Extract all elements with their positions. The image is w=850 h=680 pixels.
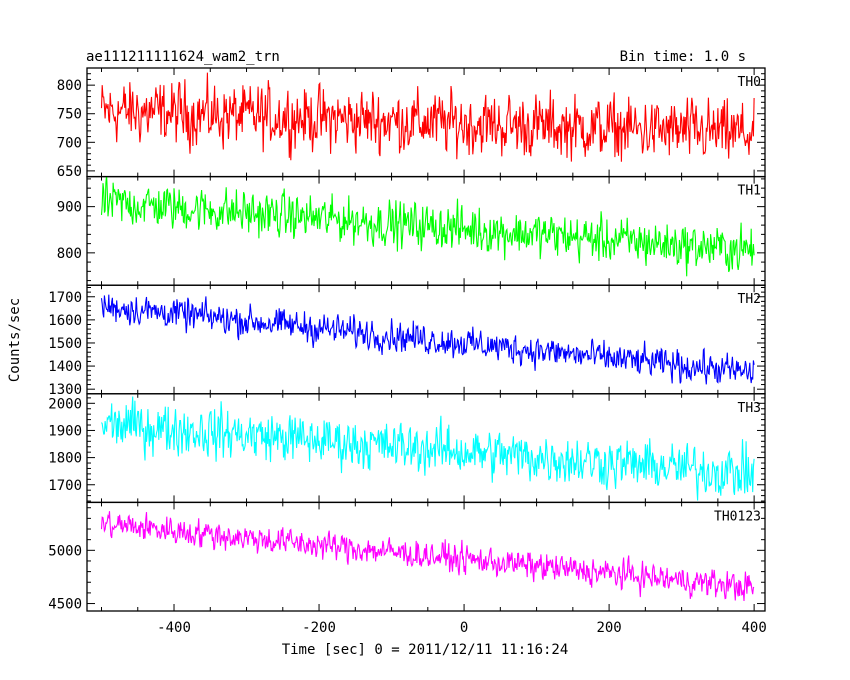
panel-th1: 800 900 TH1 (57, 175, 766, 286)
bin-time-label: Bin time: 1.0 s (620, 49, 746, 65)
series-line-th1 (100, 176, 755, 277)
x-tick-label: 0 (460, 620, 468, 636)
y-tick-label: 1500 (48, 336, 82, 352)
y-tick-label: 800 (57, 78, 82, 94)
y-axis-label: Counts/sec (7, 298, 23, 382)
series-line-th0123 (100, 511, 755, 602)
series-line-th0 (100, 72, 755, 162)
y-tick-label: 2000 (48, 396, 82, 412)
panel-label: TH2 (738, 292, 761, 307)
panel-frame (86, 501, 766, 612)
panel-th0123: 4500 5000 TH0123 (48, 501, 766, 613)
y-tick-label: 1400 (48, 359, 82, 375)
y-tick-label: 700 (57, 135, 82, 151)
y-tick-label: 1800 (48, 451, 82, 467)
y-tick-label: 1900 (48, 423, 82, 439)
y-tick-label: 1600 (48, 313, 82, 329)
y-tick-label: 900 (57, 200, 82, 216)
x-tick-label: -400 (157, 620, 191, 636)
x-axis-label: Time [sec] 0 = 2011/12/11 11:16:24 (282, 642, 569, 658)
y-tick-label: 750 (57, 107, 82, 123)
y-tick-label: 1300 (48, 382, 82, 398)
panel-label: TH1 (738, 184, 761, 199)
y-tick-label: 4500 (48, 597, 82, 613)
panel-label: TH0123 (714, 509, 761, 524)
series-line-th3 (101, 396, 755, 501)
series-line-th2 (100, 294, 755, 385)
chart-title: ae111211111624_wam2_trn (86, 49, 280, 65)
y-tick-label: 1700 (48, 478, 82, 494)
y-tick-label: 1700 (48, 290, 82, 306)
panel-th3: 1700 1800 1900 2000 TH3 (48, 393, 766, 504)
panel-label: TH3 (738, 401, 761, 416)
panel-label: TH0 (738, 75, 761, 90)
y-tick-label: 800 (57, 246, 82, 262)
panel-th0: 650 700 750 800 TH0 (57, 67, 766, 180)
panels-group: 650 700 750 800 TH0 800 900 TH1 1300 1400 1500 1600… (48, 67, 767, 636)
x-tick-label: 400 (741, 620, 766, 636)
panel-frame (86, 175, 766, 286)
y-tick-label: 650 (57, 164, 82, 180)
x-tick-label: 200 (596, 620, 621, 636)
x-tick-label: -200 (302, 620, 336, 636)
y-tick-label: 5000 (48, 543, 82, 559)
panel-th2: 1300 1400 1500 1600 1700 TH2 (48, 284, 766, 398)
